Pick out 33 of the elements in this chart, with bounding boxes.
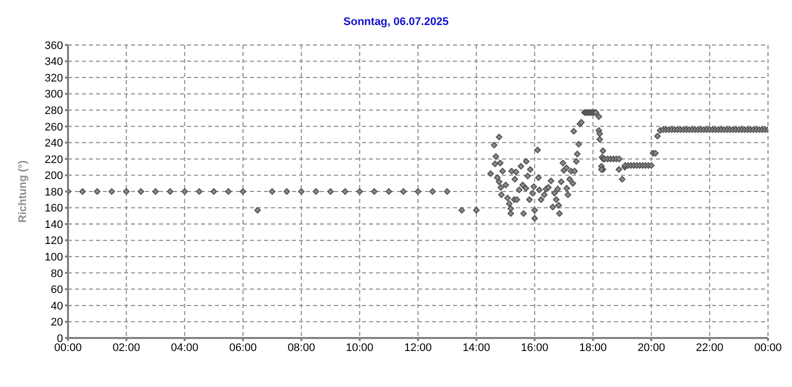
y-tick-label: 280 bbox=[44, 105, 63, 118]
x-tick-label: 00:00 bbox=[54, 342, 82, 354]
y-tick-label: 80 bbox=[50, 268, 63, 280]
x-tick-label: 20:00 bbox=[638, 342, 666, 354]
y-axis-title: Richtung (°) bbox=[16, 160, 29, 223]
y-tick-label: 60 bbox=[50, 284, 63, 296]
x-tick-label: 16:00 bbox=[520, 342, 548, 354]
y-tick-label: 300 bbox=[44, 88, 63, 101]
y-tick-label: 320 bbox=[44, 72, 63, 84]
x-tick-label: 06:00 bbox=[229, 342, 257, 354]
y-tick-label: 340 bbox=[44, 56, 63, 68]
y-tick-label: 180 bbox=[44, 186, 63, 198]
y-tick-label: 40 bbox=[50, 300, 63, 312]
y-tick-label: 260 bbox=[44, 121, 63, 134]
x-tick-label: 18:00 bbox=[579, 342, 607, 354]
x-tick-label: 02:00 bbox=[112, 342, 140, 354]
x-tick-label: 22:00 bbox=[696, 342, 724, 354]
x-tick-label: 14:00 bbox=[462, 342, 490, 354]
x-tick-label: 04:00 bbox=[170, 342, 198, 354]
chart-title: Sonntag, 06.07.2025 bbox=[342, 16, 450, 28]
y-tick-label: 200 bbox=[44, 170, 63, 182]
y-tick-label: 100 bbox=[44, 252, 63, 264]
y-tick-label: 220 bbox=[44, 154, 63, 166]
x-tick-label: 00:00 bbox=[754, 342, 782, 354]
y-tick-label: 20 bbox=[50, 316, 63, 329]
x-tick-label: 10:00 bbox=[346, 342, 374, 354]
y-tick-label: 120 bbox=[44, 235, 63, 248]
y-tick-label: 140 bbox=[44, 218, 63, 231]
y-tick-label: 160 bbox=[44, 202, 63, 215]
y-tick-label: 360 bbox=[44, 40, 63, 52]
x-tick-label: 12:00 bbox=[404, 342, 432, 354]
y-tick-label: 240 bbox=[44, 138, 63, 150]
x-tick-label: 08:00 bbox=[288, 342, 316, 354]
